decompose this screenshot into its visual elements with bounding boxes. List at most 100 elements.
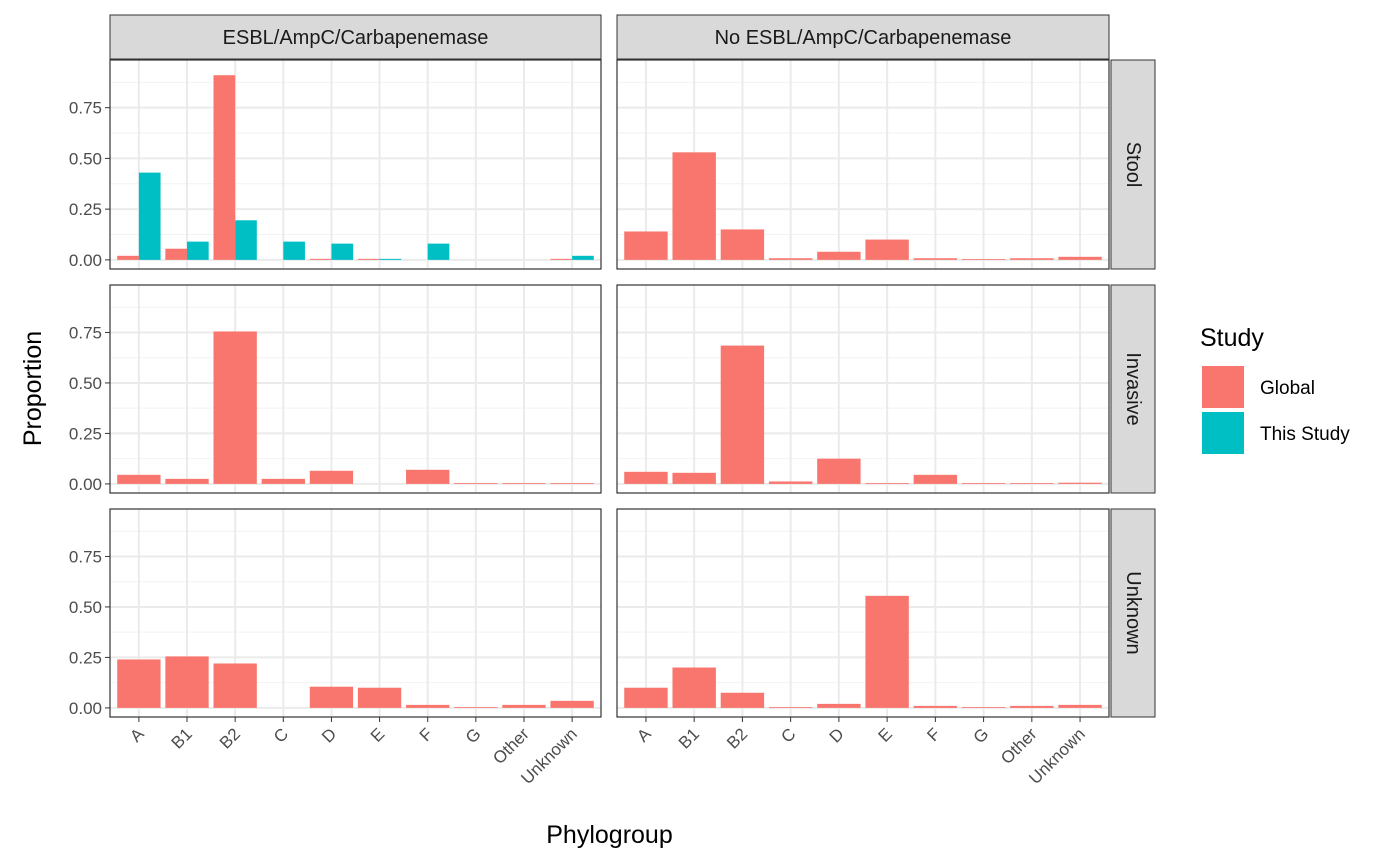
panel-border — [616, 59, 1110, 270]
y-tick-label: 0.00 — [69, 251, 102, 270]
bar — [672, 667, 716, 708]
panel-border — [109, 284, 602, 494]
bar — [357, 258, 380, 260]
bar — [720, 345, 765, 484]
column-strip — [109, 14, 602, 60]
row-strip-label: Unknown — [1122, 571, 1144, 654]
facet-panel — [109, 508, 602, 718]
x-axis-title: Phylogroup — [546, 821, 672, 849]
bar — [817, 458, 861, 484]
bar — [1058, 704, 1102, 708]
x-tick-label: F — [923, 724, 944, 745]
bar — [454, 483, 498, 484]
bar — [913, 705, 958, 708]
x-tick-label: B1 — [168, 724, 196, 752]
x-tick-label: E — [367, 724, 388, 745]
legend-label: Global — [1260, 378, 1315, 399]
y-tick-label: 0.50 — [69, 149, 102, 168]
bar — [865, 595, 909, 708]
facet-panel — [616, 508, 1110, 718]
panel-border — [616, 284, 1110, 494]
column-strip — [616, 14, 1110, 60]
facet-panel — [616, 59, 1110, 270]
bar — [817, 251, 861, 260]
bar — [768, 707, 813, 708]
bar — [572, 255, 594, 260]
bar — [550, 483, 594, 484]
y-tick-label: 0.50 — [69, 374, 102, 393]
bar — [213, 331, 257, 484]
x-tick-label: G — [462, 724, 485, 747]
panel-background — [110, 285, 601, 493]
bar — [1010, 258, 1054, 260]
facet-panel — [109, 59, 602, 270]
bar — [720, 692, 765, 708]
bar — [768, 258, 813, 260]
bar — [961, 707, 1006, 708]
facet-panel — [616, 284, 1110, 494]
x-tick-label: C — [777, 724, 799, 746]
bar — [768, 481, 813, 484]
bar — [309, 470, 354, 484]
bar — [261, 478, 305, 484]
panel-border — [616, 508, 1110, 718]
row-strip — [1110, 508, 1156, 718]
column-strip-label: No ESBL/AmpC/Carbapenemase — [715, 27, 1012, 49]
bar — [165, 478, 209, 484]
bar — [624, 231, 668, 260]
bar — [117, 255, 139, 260]
legend-swatch — [1202, 412, 1244, 454]
y-tick-label: 0.75 — [69, 99, 102, 118]
x-tick-label: A — [126, 724, 148, 746]
bar — [865, 483, 909, 484]
x-tick-label: D — [318, 724, 340, 746]
x-tick-label: Other — [489, 724, 533, 768]
bar — [379, 258, 402, 260]
legend-label: This Study — [1260, 424, 1350, 445]
panel-border — [109, 59, 602, 270]
x-tick-label: B1 — [675, 724, 703, 752]
x-tick-label: B2 — [723, 724, 751, 752]
bar — [502, 483, 546, 484]
y-tick-label: 0.25 — [69, 648, 102, 667]
bar — [309, 686, 354, 708]
bar — [502, 704, 546, 708]
bar — [309, 258, 332, 260]
bar — [454, 707, 498, 708]
x-tick-label: E — [874, 724, 895, 745]
bar — [672, 152, 716, 260]
legend-swatch — [1202, 366, 1244, 408]
bar — [913, 258, 958, 260]
y-tick-label: 0.50 — [69, 598, 102, 617]
x-tick-label: Other — [997, 724, 1041, 768]
bar — [357, 687, 402, 708]
x-tick-label: F — [416, 724, 437, 745]
row-strip-label: Invasive — [1122, 352, 1144, 425]
panel-background — [617, 285, 1109, 493]
facet-panel — [109, 284, 602, 494]
bar — [624, 687, 668, 708]
y-tick-label: 0.00 — [69, 475, 102, 494]
bar — [165, 248, 188, 260]
y-tick-label: 0.25 — [69, 200, 102, 219]
bar — [550, 258, 573, 260]
bar — [1058, 482, 1102, 484]
bar — [235, 220, 257, 260]
y-tick-label: 0.75 — [69, 323, 102, 342]
legend: Study Global This Study — [1200, 324, 1350, 454]
x-tick-label: B2 — [216, 724, 244, 752]
bar — [961, 483, 1006, 484]
panel-background — [110, 60, 601, 269]
bar — [1010, 483, 1054, 484]
bar — [1010, 705, 1054, 708]
bar — [283, 241, 305, 260]
bar — [406, 704, 450, 708]
row-strip-label: Stool — [1122, 142, 1144, 188]
bar — [187, 241, 209, 260]
x-tick-label: G — [970, 724, 993, 747]
bar — [117, 659, 161, 708]
bar — [672, 472, 716, 484]
bar — [865, 239, 909, 260]
bar — [331, 243, 354, 260]
